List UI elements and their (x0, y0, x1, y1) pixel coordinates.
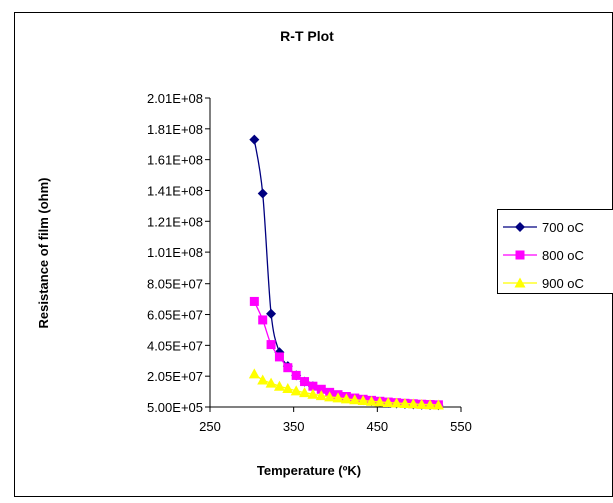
y-tick-label: 1.21E+08 (147, 214, 203, 229)
data-point (324, 391, 336, 402)
data-point (432, 399, 444, 410)
y-tick-label: 8.05E+07 (147, 277, 203, 292)
y-tick-label: 2.01E+08 (147, 91, 203, 106)
data-point (391, 397, 403, 408)
y-tick-label: 1.41E+08 (147, 183, 203, 198)
y-tick-label: 6.05E+07 (147, 308, 203, 323)
y-tick-label: 1.81E+08 (147, 122, 203, 137)
data-point (299, 387, 311, 398)
chart-title: R-T Plot (280, 28, 334, 44)
data-point (257, 188, 268, 199)
data-point (407, 398, 419, 409)
data-point (307, 388, 319, 399)
y-axis-label: Resistance of film (ohm) (36, 178, 51, 329)
y-tick-label: 4.05E+07 (147, 338, 203, 353)
data-point (308, 381, 318, 391)
data-point (273, 380, 285, 391)
data-point (349, 394, 361, 405)
data-point (416, 398, 428, 409)
data-point (315, 390, 327, 401)
data-point (257, 374, 269, 385)
data-point (424, 399, 436, 410)
data-point (374, 396, 386, 407)
legend-marker (514, 277, 526, 288)
plot-area (152, 98, 462, 408)
data-point (266, 308, 277, 319)
legend-marker (515, 222, 525, 232)
data-point (382, 397, 394, 408)
data-point (357, 395, 369, 406)
x-tick-label: 450 (366, 419, 388, 434)
x-axis-label: Temperature (ºK) (257, 463, 361, 478)
series-triangle (248, 368, 444, 410)
data-point (340, 393, 352, 404)
x-tick-label: 250 (199, 419, 221, 434)
data-point (282, 383, 294, 394)
x-tick-label: 550 (450, 419, 472, 434)
data-point (300, 377, 310, 387)
data-point (265, 377, 277, 388)
data-point (291, 370, 301, 380)
data-point (316, 384, 326, 394)
data-point (290, 385, 302, 396)
data-point (365, 395, 377, 406)
data-point (399, 397, 411, 408)
y-tick-label: 5.00E+05 (147, 400, 203, 415)
data-point (274, 352, 284, 362)
legend-label: 900 oC (542, 276, 584, 291)
y-tick-label: 1.61E+08 (147, 153, 203, 168)
data-point (248, 368, 260, 379)
legend: 700 oC 800 oC 900 oC (497, 209, 613, 294)
series-layer (248, 134, 444, 411)
legend-label: 800 oC (542, 248, 584, 263)
x-tick-label: 350 (283, 419, 305, 434)
legend-marker (515, 250, 525, 260)
data-point (332, 392, 344, 403)
y-tick-label: 2.05E+07 (147, 369, 203, 384)
data-point (283, 363, 293, 373)
data-point (266, 340, 276, 350)
y-tick-label: 1.01E+08 (147, 245, 203, 260)
data-point (249, 296, 259, 306)
data-point (249, 134, 260, 145)
axes: 5.00E+05 2.05E+07 4.05E+07 6.05E+07 8.05E+07… (147, 91, 472, 434)
legend-label: 700 oC (542, 220, 584, 235)
data-point (258, 315, 268, 325)
